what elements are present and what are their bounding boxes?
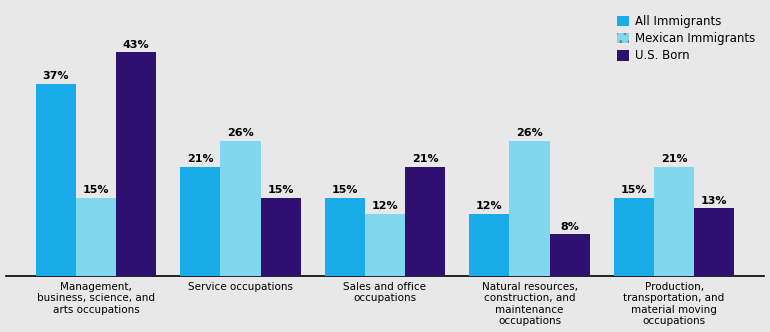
Bar xyxy=(180,167,220,276)
Text: 37%: 37% xyxy=(42,71,69,81)
Text: 15%: 15% xyxy=(332,186,358,196)
Text: 26%: 26% xyxy=(516,128,543,138)
Bar xyxy=(116,52,156,276)
Text: 15%: 15% xyxy=(267,186,294,196)
Bar xyxy=(405,167,445,276)
Text: 15%: 15% xyxy=(621,186,648,196)
Bar xyxy=(75,198,116,276)
Text: 12%: 12% xyxy=(372,201,398,211)
Legend: All Immigrants, Mexican Immigrants, U.S. Born: All Immigrants, Mexican Immigrants, U.S.… xyxy=(614,12,758,66)
Bar xyxy=(695,208,735,276)
Bar xyxy=(550,234,590,276)
Text: 21%: 21% xyxy=(661,154,688,164)
Text: 43%: 43% xyxy=(122,40,149,50)
Text: 26%: 26% xyxy=(227,128,254,138)
Bar xyxy=(614,198,654,276)
Bar xyxy=(220,141,260,276)
Text: 21%: 21% xyxy=(187,154,213,164)
Bar xyxy=(510,141,550,276)
Bar xyxy=(325,198,365,276)
Bar xyxy=(35,84,75,276)
Text: 8%: 8% xyxy=(561,222,579,232)
Bar xyxy=(365,214,405,276)
Bar xyxy=(260,198,300,276)
Bar xyxy=(654,167,695,276)
Text: 12%: 12% xyxy=(476,201,503,211)
Text: 21%: 21% xyxy=(412,154,438,164)
Text: 15%: 15% xyxy=(82,186,109,196)
Bar xyxy=(470,214,510,276)
Text: 13%: 13% xyxy=(701,196,728,206)
